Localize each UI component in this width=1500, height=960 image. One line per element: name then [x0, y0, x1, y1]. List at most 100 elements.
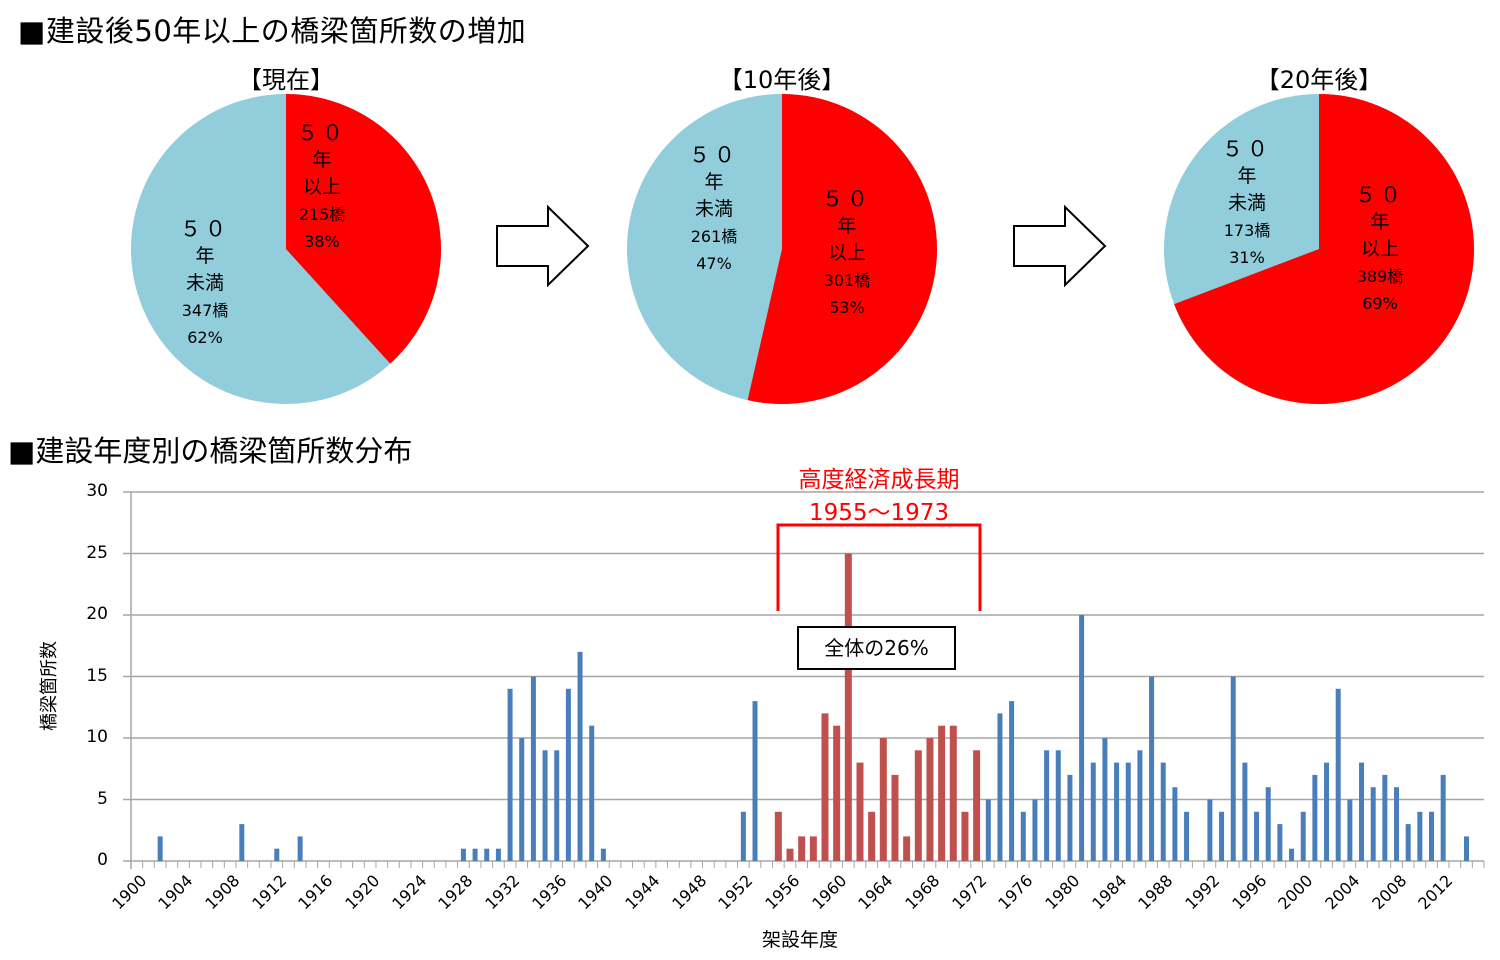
bar-1982	[1090, 762, 1096, 861]
bar-1937	[565, 688, 571, 861]
bar-2003	[1335, 688, 1341, 861]
bar-1989	[1172, 787, 1178, 861]
bar-1965	[891, 774, 899, 861]
bar-2007	[1382, 774, 1388, 861]
pie-label-label-top: ５０	[297, 121, 347, 145]
pie-slice-label: ５０ 年未満 173橋 31%	[1222, 136, 1272, 271]
bar-1990	[1184, 811, 1190, 861]
pie-label-label-mid: 年	[1237, 165, 1257, 187]
bar-1967	[914, 750, 922, 861]
pie-label-label-top: ５０	[689, 143, 739, 167]
bar-1957	[798, 836, 806, 861]
annotation-high-growth-title: 高度経済成長期	[798, 467, 960, 493]
bar-2002	[1324, 762, 1330, 861]
bar-1968	[926, 738, 934, 861]
bar-1952	[740, 811, 746, 861]
pie-label-label-kind: 以上	[1360, 238, 1399, 260]
bar-1931	[495, 848, 501, 861]
bar-1976	[1020, 811, 1026, 861]
pie-title: 【10年後】	[718, 66, 846, 94]
pie-label-label-kind: 未満	[694, 198, 733, 220]
y-axis-title: 橋梁箇所数	[39, 641, 60, 731]
pie-slice-label: ５０ 年以上 301橋 53%	[822, 186, 872, 321]
bar-2001	[1312, 774, 1318, 861]
bar-1956	[786, 848, 794, 861]
bar-2005	[1359, 762, 1365, 861]
pie-label-percent-label: 69%	[1362, 294, 1398, 313]
bar-1993	[1219, 811, 1225, 861]
bar-1980	[1067, 774, 1073, 861]
bar-1979	[1055, 750, 1061, 861]
section-title-increase: ■建設後50年以上の橋梁箇所数の増加	[18, 14, 527, 48]
pie-label-label-mid: 年	[704, 171, 724, 193]
pie-title: 【現在】	[238, 66, 334, 94]
pie-label-label-kind: 以上	[827, 242, 866, 264]
bar-1953	[752, 701, 758, 861]
pie-label-count-label: 215橋	[298, 205, 346, 224]
high-growth-bracket	[776, 523, 982, 611]
bar-1928	[460, 848, 466, 861]
pie-label-label-mid: 年	[312, 149, 332, 171]
bar-1961	[844, 553, 852, 861]
bar-1996	[1254, 811, 1260, 861]
pie-label-count-label: 301橋	[823, 271, 871, 290]
pie-label-percent-label: 31%	[1229, 248, 1265, 267]
y-tick-label: 20	[86, 604, 108, 624]
y-tick-label: 0	[97, 850, 108, 870]
bar-1932	[507, 688, 513, 861]
pie-label-percent-label: 53%	[829, 298, 865, 317]
bar-1999	[1289, 848, 1295, 861]
arrow-right-icon	[496, 204, 590, 288]
pie-label-count-label: 347橋	[181, 301, 229, 320]
pie-label-label-kind: 未満	[185, 272, 224, 294]
bar-1909	[239, 824, 245, 861]
bar-1978	[1044, 750, 1050, 861]
annotation-share-box: 全体の26%	[797, 626, 956, 670]
bar-2009	[1405, 824, 1411, 861]
pie-label-percent-label: 38%	[304, 232, 340, 251]
bar-1992	[1207, 799, 1213, 861]
bar-1970	[949, 725, 957, 861]
bar-1939	[589, 725, 595, 861]
bar-1995	[1242, 762, 1248, 861]
bar-1958	[809, 836, 817, 861]
bar-1955	[774, 811, 782, 861]
pie-label-label-mid: 年	[195, 245, 215, 267]
y-tick-label: 15	[86, 665, 108, 686]
bar-1938	[577, 651, 583, 861]
pie-label-label-kind: 未満	[1227, 192, 1266, 214]
bar-2011	[1429, 811, 1435, 861]
bar-1981	[1079, 615, 1085, 861]
pie-label-percent-label: 62%	[187, 328, 223, 347]
section-title-distribution: ■建設年度別の橋梁箇所数分布	[8, 434, 413, 468]
pie-slice-label: ５０ 年以上 389橋 69%	[1355, 182, 1405, 317]
bar-1971	[961, 811, 969, 861]
pie-label-label-mid: 年	[1370, 211, 1390, 233]
bar-1983	[1102, 738, 1108, 861]
bar-1972	[973, 750, 981, 861]
bar-2008	[1394, 787, 1400, 861]
pie-slice-label: ５０ 年以上 215橋 38%	[297, 120, 347, 255]
bar-2004	[1347, 799, 1353, 861]
bar-1914	[297, 836, 303, 861]
bar-1936	[554, 750, 560, 861]
pie-slice-over-50	[747, 94, 938, 405]
pie-slice-label: ５０ 年未満 347橋 62%	[180, 216, 230, 351]
bar-1964	[879, 738, 887, 861]
pie-title: 【20年後】	[1255, 66, 1383, 94]
bar-1984	[1114, 762, 1120, 861]
bar-1997	[1265, 787, 1271, 861]
arrow-right-icon	[1013, 204, 1107, 288]
pie-slice-over-50	[286, 94, 441, 364]
bar-2000	[1300, 811, 1306, 861]
pie-label-count-label: 389橋	[1356, 267, 1404, 286]
bar-2006	[1370, 787, 1376, 861]
bar-1974	[997, 713, 1003, 861]
pie-label-label-kind: 以上	[302, 176, 341, 198]
bar-1929	[472, 848, 478, 861]
bar-1994	[1230, 676, 1236, 861]
pie-label-label-mid: 年	[837, 215, 857, 237]
bar-2010	[1417, 811, 1423, 861]
bar-1930	[484, 848, 490, 861]
